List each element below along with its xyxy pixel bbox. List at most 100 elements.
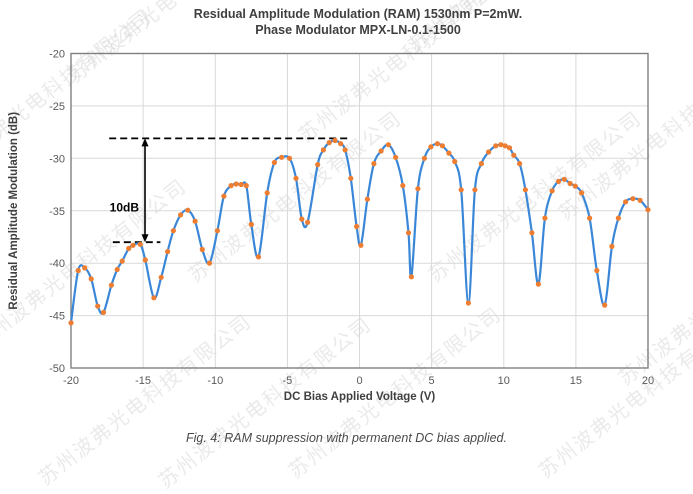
data-point-marker (233, 181, 239, 187)
data-point-marker (130, 242, 136, 248)
data-point-marker (579, 190, 585, 196)
data-point-marker (75, 267, 81, 274)
data-point-marker (248, 221, 254, 227)
data-point-marker (358, 242, 364, 248)
data-point-marker (623, 199, 629, 205)
data-point-marker (542, 215, 548, 221)
data-point-marker (142, 257, 148, 263)
data-point-marker (126, 245, 132, 252)
data-point-marker (338, 141, 344, 147)
data-point-marker (137, 241, 143, 247)
data-point-marker (517, 161, 523, 167)
data-point-marker (587, 215, 593, 221)
data-point-marker (320, 147, 326, 153)
data-point-marker (170, 228, 176, 234)
x-tick-label: 5 (429, 375, 435, 387)
data-point-marker (293, 175, 299, 181)
data-point-marker (178, 212, 184, 218)
data-point-marker (238, 181, 244, 188)
data-point-marker (151, 295, 157, 301)
y-tick-label: -35 (49, 206, 65, 218)
data-point-marker (472, 187, 478, 193)
data-point-marker (326, 140, 332, 146)
data-point-marker (279, 154, 285, 160)
data-point-marker (428, 144, 434, 150)
data-point-marker (502, 143, 508, 149)
data-point-marker (452, 158, 458, 165)
data-point-marker (271, 159, 277, 166)
data-point-marker (108, 282, 114, 288)
chart-title: Residual Amplitude Modulation (RAM) 1530… (23, 6, 693, 38)
data-point-marker (68, 320, 74, 326)
data-point-marker (264, 190, 270, 196)
data-point-marker (535, 281, 542, 287)
data-point-marker (332, 137, 338, 144)
y-tick-label: -50 (49, 363, 65, 375)
data-point-marker (95, 303, 101, 309)
chart-title-line2: Phase Modulator MPX-LN-0.1-1500 (255, 23, 461, 37)
data-point-marker (378, 148, 384, 154)
data-point-marker (421, 155, 427, 161)
figure-caption: Fig. 4: RAM suppression with permanent D… (186, 431, 507, 445)
data-point-marker (88, 276, 94, 282)
data-point-marker (567, 180, 573, 187)
data-point-marker (371, 161, 377, 167)
data-point-marker (645, 207, 651, 213)
data-point-marker (630, 196, 636, 202)
y-tick-label: -25 (49, 101, 65, 113)
data-point-marker (637, 197, 643, 203)
data-point-marker (364, 196, 370, 202)
annotation-label: 10dB (110, 200, 140, 214)
data-point-marker (185, 207, 191, 213)
data-point-marker (299, 216, 305, 222)
y-tick-label: -20 (49, 49, 65, 61)
data-point-marker (529, 230, 535, 236)
x-tick-label: 0 (356, 375, 362, 387)
data-point-marker (446, 150, 452, 156)
chart-title-line1: Residual Amplitude Modulation (RAM) 1530… (193, 7, 523, 21)
x-tick-label: -5 (283, 375, 293, 387)
data-point-marker (228, 183, 234, 189)
data-point-marker (511, 152, 517, 158)
data-point-marker (458, 187, 464, 193)
data-point-marker (522, 187, 529, 193)
y-tick-label: -30 (49, 153, 65, 165)
ram-line-chart: 10dB-20 -15 -10 -5 0 5 10 15 20-20-25-30-35-40-4… (8, 49, 654, 404)
x-tick-label: 15 (570, 375, 582, 387)
data-point-marker (158, 274, 164, 280)
x-tick-label: -20 (63, 375, 79, 387)
data-point-marker (408, 274, 414, 280)
data-point-marker (602, 302, 608, 308)
data-point-marker (255, 254, 262, 260)
data-point-marker (615, 215, 622, 221)
y-tick-label: -40 (49, 258, 65, 270)
data-point-marker (206, 260, 213, 266)
data-point-marker (439, 143, 445, 149)
data-point-marker (114, 266, 120, 273)
x-tick-label: -15 (135, 375, 151, 387)
data-point-marker (415, 186, 421, 192)
data-point-marker (243, 183, 249, 189)
data-point-marker (315, 162, 321, 168)
arrowhead-down-icon (141, 234, 149, 243)
data-point-marker (221, 193, 227, 199)
data-point-marker (385, 142, 391, 148)
data-point-marker (354, 223, 360, 230)
x-tick-label: -10 (207, 375, 223, 387)
data-point-marker (165, 249, 171, 255)
data-point-marker (286, 155, 293, 161)
arrowhead-up-icon (141, 138, 149, 147)
data-point-marker (100, 309, 107, 315)
x-axis-title: DC Bias Applied Voltage (V) (284, 391, 436, 403)
data-point-marker (594, 267, 600, 274)
data-point-marker (405, 230, 412, 236)
data-point-marker (465, 300, 471, 306)
data-point-marker (348, 175, 354, 181)
data-point-marker (561, 176, 567, 182)
data-point-marker (400, 183, 406, 189)
data-point-marker (493, 143, 499, 149)
x-tick-label: 20 (642, 375, 654, 387)
x-tick-label: 10 (498, 375, 510, 387)
data-point-marker (199, 246, 205, 253)
data-point-marker (556, 178, 562, 184)
